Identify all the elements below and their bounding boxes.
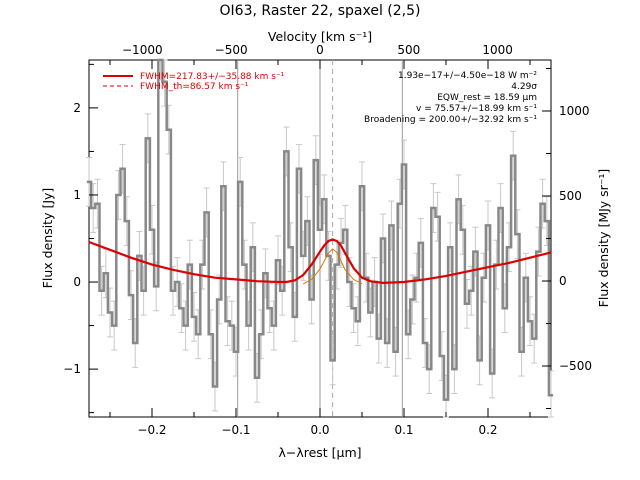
x-tick-label: 0.0 bbox=[310, 423, 329, 437]
x-tick-label: 0.2 bbox=[478, 423, 497, 437]
x-tick-label: −0.2 bbox=[137, 423, 166, 437]
legend: FWHM=217.83+/−35.88 km s⁻¹ FWHM_th=86.57… bbox=[103, 72, 285, 92]
annotation-broadening: Broadening = 200.00+/−32.92 km s⁻¹ bbox=[364, 115, 537, 125]
axis-ticks: −0.2 −0.1 0.0 0.1 0.2 −1000 −500 0 500 1000 −1 0 1 2 −… bbox=[63, 43, 592, 437]
annotation-eqw: EQW_rest = 18.59 μm bbox=[437, 93, 537, 103]
legend-fwhm-label: FWHM=217.83+/−35.88 km s⁻¹ bbox=[140, 72, 285, 82]
data-series-step bbox=[86, 58, 554, 401]
top-tick-label: 0 bbox=[316, 43, 324, 57]
y-tick-label: 2 bbox=[73, 101, 81, 115]
right-tick-label: −500 bbox=[559, 359, 592, 373]
fit-annotations: 1.93e−17+/−4.50e−18 W m⁻² 4.29σ EQW_rest… bbox=[364, 71, 537, 125]
annotation-velocity: v = 75.57+/−18.99 km s⁻¹ bbox=[416, 104, 537, 114]
x-tick-label: −0.1 bbox=[221, 423, 250, 437]
right-tick-label: 500 bbox=[559, 189, 582, 203]
right-tick-label: 1000 bbox=[559, 104, 590, 118]
y-tick-label: 1 bbox=[73, 188, 81, 202]
y-axis-label: Flux density [Jy] bbox=[40, 188, 55, 289]
chart-title: OI63, Raster 22, spaxel (2,5) bbox=[220, 3, 421, 19]
top-axis-label: Velocity [km s⁻¹] bbox=[268, 29, 372, 44]
top-tick-label: 1000 bbox=[482, 43, 513, 57]
annotation-flux: 1.93e−17+/−4.50e−18 W m⁻² bbox=[398, 71, 537, 81]
line-component-series bbox=[302, 248, 363, 285]
legend-fwhm-th-label: FWHM_th=86.57 km s⁻¹ bbox=[140, 82, 249, 92]
right-axis-label: Flux density [MJy sr⁻¹] bbox=[596, 169, 611, 308]
top-tick-label: −500 bbox=[215, 43, 248, 57]
y-tick-label: 0 bbox=[73, 275, 81, 289]
fit-series-line bbox=[88, 238, 552, 285]
y-tick-label: −1 bbox=[63, 362, 81, 376]
annotation-significance: 4.29σ bbox=[511, 82, 537, 92]
x-axis-label: λ−λrest [μm] bbox=[278, 445, 361, 460]
top-tick-label: 500 bbox=[397, 43, 420, 57]
top-tick-label: −1000 bbox=[122, 43, 163, 57]
x-tick-label: 0.1 bbox=[394, 423, 413, 437]
right-tick-label: 0 bbox=[559, 274, 567, 288]
